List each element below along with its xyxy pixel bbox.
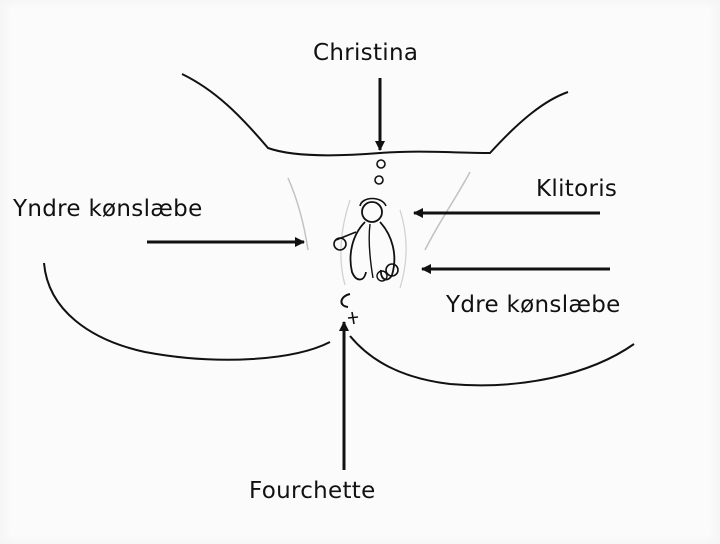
inner-labia-ring-left [333,237,347,251]
christina-jewel-lower [374,175,384,185]
faint-inner-left [340,199,351,286]
fourchette-crescent [340,293,351,308]
christina-jewel-top [376,159,386,169]
left-buttock-contour [43,262,331,361]
clitoral-hood [359,197,387,207]
diagram-canvas [10,8,710,536]
inner-labia-left [349,221,367,281]
fourchette-star [347,311,359,325]
label-christina: Christina [313,40,419,66]
label-fourchette: Fourchette [249,478,376,504]
labia-piercing-bar [335,231,357,241]
label-inner-labia: Yndre kønslæbe [13,196,203,222]
faint-right-outline [424,171,471,251]
inner-labia-ring-right [385,263,399,277]
outer-labia-ring [376,270,388,282]
clitoris-ring [361,201,383,223]
faint-left-outline [287,177,309,251]
label-outer-labia: Ydre kønslæbe [446,292,621,318]
inner-labia-right [379,221,396,281]
inner-labia-center [368,223,374,279]
label-klitoris: Klitoris [536,176,618,202]
faint-inner-right [399,209,407,289]
right-buttock-contour [349,335,635,387]
upper-contour-line [181,73,569,157]
